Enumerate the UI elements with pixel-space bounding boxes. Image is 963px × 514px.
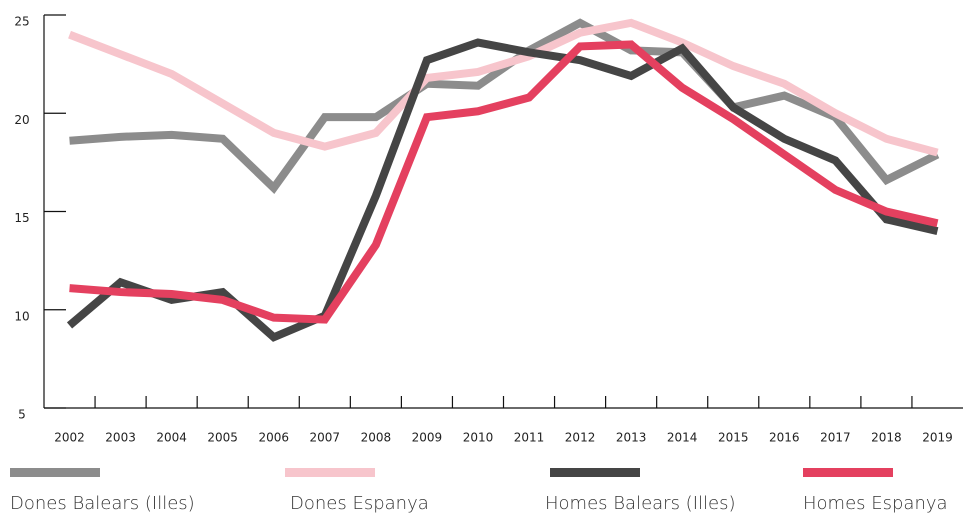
y-tick-label: 10 <box>14 309 29 323</box>
legend-label: Homes Espanya <box>803 493 948 514</box>
y-tick-label: 25 <box>14 15 29 29</box>
series-line <box>68 18 939 157</box>
x-tick-label: 2017 <box>820 431 851 445</box>
x-tick-label: 2003 <box>105 431 136 445</box>
legend-swatch <box>285 468 375 477</box>
y-tick-label: 5 <box>18 408 26 422</box>
x-tick-label: 2013 <box>616 431 647 445</box>
x-tick-label: 2006 <box>258 431 289 445</box>
legend-label: Dones Espanya <box>290 493 429 514</box>
x-tick-label: 2015 <box>718 431 749 445</box>
x-tick-label: 2018 <box>871 431 902 445</box>
x-tick-label: 2005 <box>207 431 238 445</box>
legend-swatch <box>10 468 100 477</box>
x-tick-label: 2019 <box>922 431 953 445</box>
x-tick-label: 2016 <box>769 431 800 445</box>
x-tick-label: 2010 <box>463 431 494 445</box>
legend-swatch <box>803 468 893 477</box>
x-tick-label: 2004 <box>156 431 187 445</box>
legend-label: Dones Balears (Illes) <box>10 493 195 514</box>
x-tick-label: 2012 <box>565 431 596 445</box>
x-tick-label: 2007 <box>310 431 341 445</box>
y-tick-label: 20 <box>14 113 29 127</box>
x-tick-label: 2002 <box>54 431 85 445</box>
legend-label: Homes Balears (Illes) <box>545 493 736 514</box>
y-tick-label: 15 <box>14 211 29 225</box>
x-tick-label: 2011 <box>514 431 545 445</box>
x-tick-label: 2009 <box>412 431 443 445</box>
series-line <box>69 40 939 324</box>
x-tick-label: 2014 <box>667 431 698 445</box>
x-tick-label: 2008 <box>361 431 392 445</box>
series-line <box>66 38 939 342</box>
legend-swatch <box>550 468 640 477</box>
